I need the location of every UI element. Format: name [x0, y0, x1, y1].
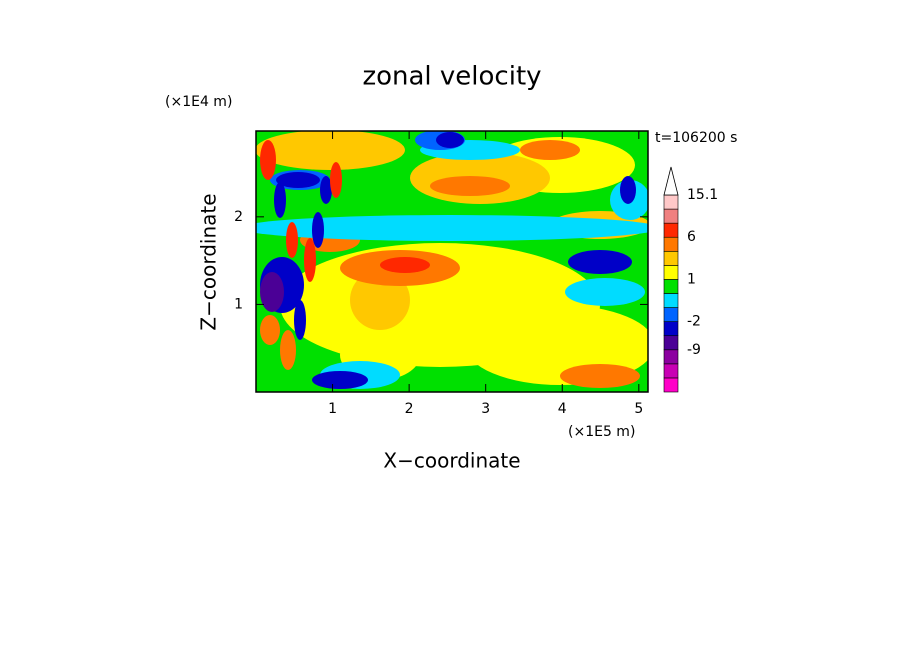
colorbar-tick-label: 15.1: [687, 187, 718, 203]
contour-region: [380, 257, 430, 273]
colorbar-segment: [663, 307, 679, 322]
y-tick-label: 2: [234, 209, 243, 225]
colorbar-tick-label: -9: [687, 342, 701, 358]
contour-region: [276, 172, 320, 188]
x-tick-label: 2: [405, 401, 414, 417]
contour-region: [436, 132, 464, 148]
plot-frame: [255, 130, 649, 393]
colorbar-segment: [663, 321, 679, 337]
x-tick-label: 4: [558, 401, 567, 417]
contour-region: [565, 278, 645, 306]
colorbar-segment: [663, 265, 679, 280]
colorbar-segment: [663, 377, 679, 393]
colorbar-segment: [663, 194, 679, 210]
y-tick-label: 1: [234, 296, 243, 312]
time-label: t=106200 s: [655, 130, 737, 146]
contour-region: [520, 140, 580, 160]
contour-region: [320, 176, 332, 204]
contour-region: [286, 222, 298, 258]
colorbar-segment: [663, 363, 679, 379]
colorbar-segment: [663, 279, 679, 294]
contour-region: [260, 272, 284, 312]
y-axis-label: Z−coordinate: [197, 193, 221, 330]
contour-region: [568, 250, 632, 274]
colorbar-segment: [663, 250, 679, 266]
colorbar-segment: [663, 208, 679, 224]
x-tick-label: 5: [634, 401, 643, 417]
colorbar-tick-label: -2: [687, 314, 701, 330]
chart-title: zonal velocity: [362, 62, 541, 92]
colorbar-segment: [663, 236, 679, 252]
colorbar-segment: [663, 293, 679, 308]
colorbar-tick-label: 1: [687, 271, 696, 287]
contour-region: [430, 176, 510, 196]
contour-region: [312, 371, 368, 389]
contour-region: [330, 162, 342, 198]
contour-region: [274, 182, 286, 218]
contour-region: [304, 238, 316, 282]
x-unit: (×1E5 m): [568, 424, 635, 440]
y-unit: (×1E4 m): [165, 94, 232, 110]
contour-region: [280, 330, 296, 370]
contour-region: [312, 212, 324, 248]
contour-region: [256, 215, 648, 241]
contour-region: [294, 300, 306, 340]
colorbar-tick-label: 6: [687, 229, 696, 245]
colorbar-segment: [663, 335, 679, 351]
x-tick-label: 1: [328, 401, 337, 417]
colorbar-segment: [663, 349, 679, 365]
x-axis-label: X−coordinate: [383, 449, 520, 473]
colorbar-extension: [663, 166, 679, 196]
contour-region: [260, 315, 280, 345]
contour-region: [260, 140, 276, 180]
x-tick-label: 3: [481, 401, 490, 417]
contour-field: [256, 131, 648, 392]
contour-region: [620, 176, 636, 204]
contour-region: [560, 364, 640, 388]
contour-region: [256, 131, 405, 170]
colorbar-segment: [663, 222, 679, 238]
